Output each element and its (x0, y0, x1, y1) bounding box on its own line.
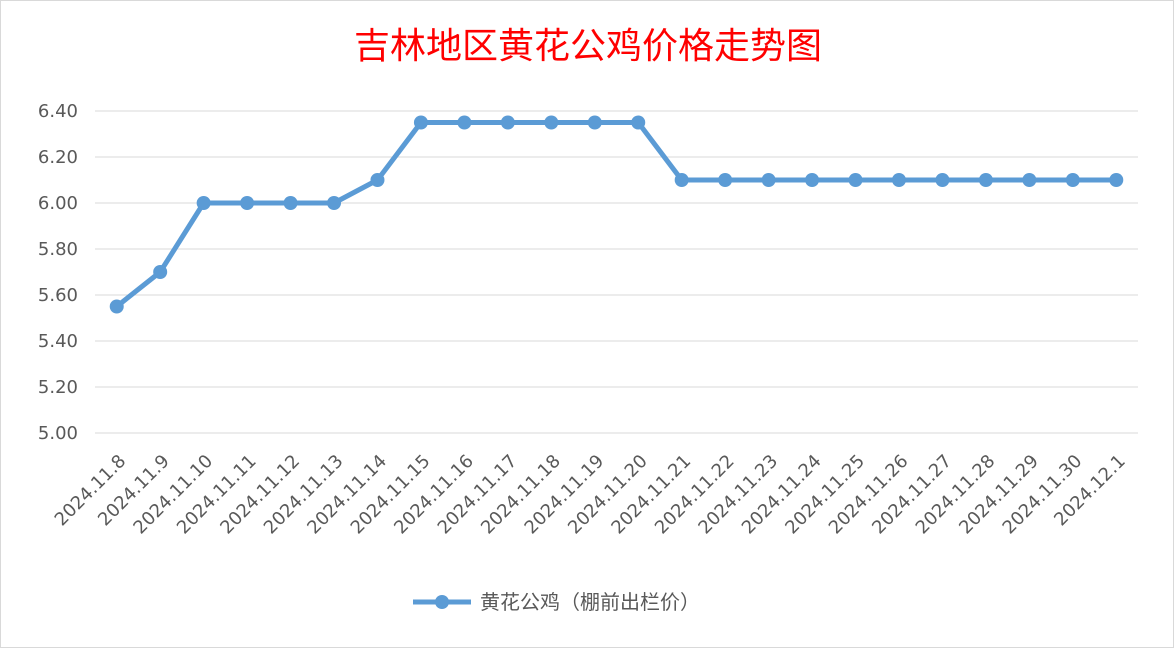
legend-label: 黄花公鸡（棚前出栏价） (480, 590, 700, 614)
data-point (196, 196, 211, 210)
y-tick-label: 5.80 (38, 239, 78, 260)
data-point (631, 115, 646, 130)
data-point (935, 173, 950, 187)
data-point (674, 173, 689, 187)
y-tick-label: 5.20 (38, 377, 78, 398)
legend-marker (435, 595, 449, 609)
y-tick-label: 5.60 (38, 285, 78, 306)
data-point (848, 173, 863, 187)
y-axis-ticks: 5.00 5.20 5.40 5.60 5.80 6.00 6.20 6.40 (38, 101, 78, 444)
data-point (240, 196, 255, 210)
data-point (500, 115, 515, 130)
y-tick-label: 5.00 (38, 423, 78, 444)
data-point (978, 173, 993, 187)
data-point (283, 196, 298, 210)
series-line (114, 120, 1119, 309)
data-point (1022, 173, 1037, 187)
data-point (891, 173, 906, 187)
y-tick-label: 6.00 (38, 193, 78, 214)
y-tick-label: 6.20 (38, 147, 78, 168)
data-point (761, 173, 776, 187)
y-tick-label: 6.40 (38, 101, 78, 122)
y-tick-label: 5.40 (38, 331, 78, 352)
data-point (718, 173, 733, 187)
x-axis-ticks: 2024.11.82024.11.92024.11.102024.11.1120… (51, 451, 1130, 539)
data-point (153, 265, 168, 279)
series-layer (109, 115, 1124, 314)
data-point (109, 299, 124, 314)
data-point (327, 196, 342, 210)
data-point (544, 115, 559, 130)
data-point (587, 115, 602, 130)
gridlines (95, 110, 1138, 434)
legend: 黄花公鸡（棚前出栏价） (413, 590, 700, 614)
data-point (457, 115, 472, 130)
data-point (413, 115, 428, 130)
data-point (370, 173, 385, 187)
data-point (805, 173, 820, 187)
data-point (1109, 173, 1124, 187)
data-point (1065, 173, 1080, 187)
chart-title: 吉林地区黄花公鸡价格走势图 (354, 26, 822, 67)
